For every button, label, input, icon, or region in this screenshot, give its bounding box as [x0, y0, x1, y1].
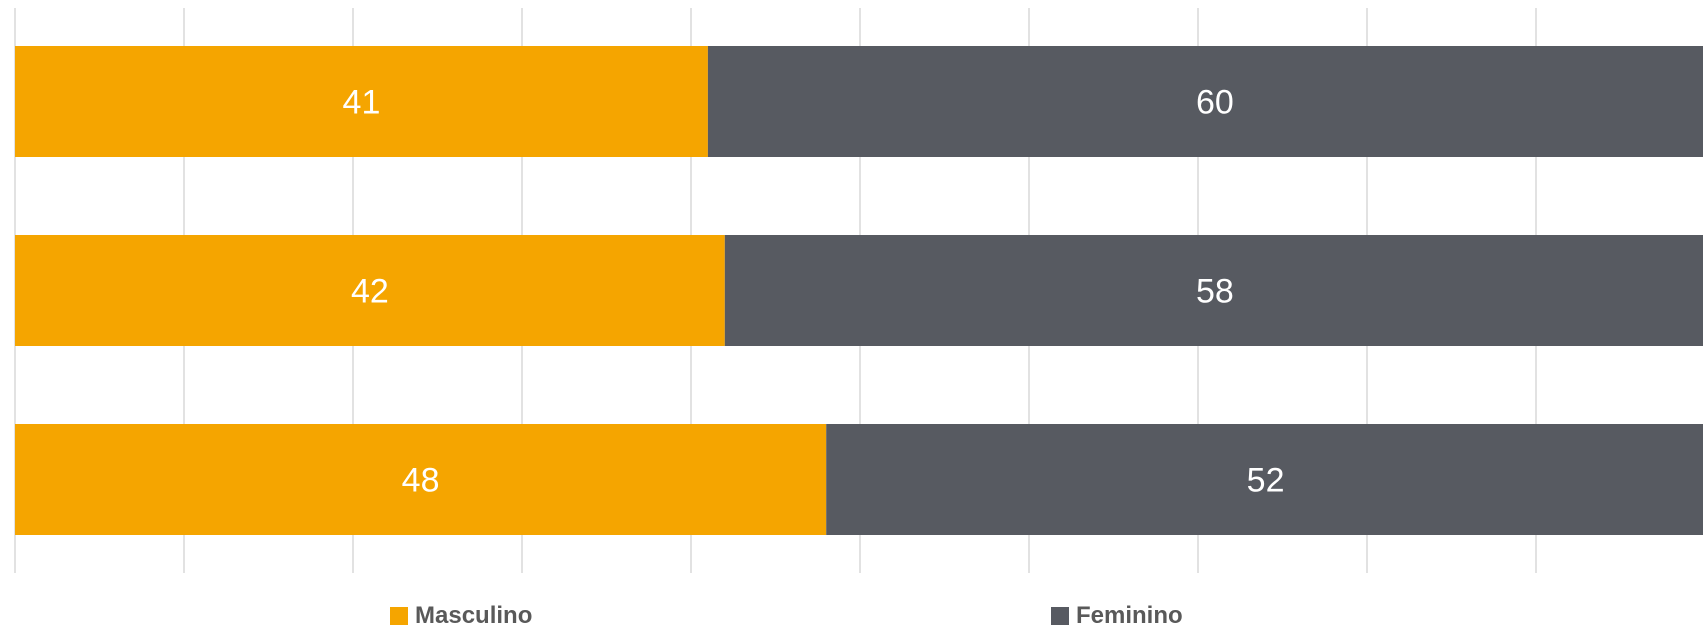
bars [15, 46, 1703, 535]
legend-label-feminino: Feminino [1076, 602, 1183, 629]
legend-item-feminino: Feminino [1051, 601, 1183, 631]
data-labels: 41 60 42 58 48 52 [343, 84, 1285, 500]
bar-masculino-2 [15, 235, 725, 346]
bar-masculino-1 [15, 46, 708, 157]
data-label-feminino-3: 52 [1247, 462, 1285, 500]
data-label-feminino-2: 58 [1196, 273, 1234, 311]
legend-label-masculino: Masculino [415, 602, 533, 629]
bar-feminino-2 [724, 235, 1703, 346]
legend-item-masculino: Masculino [390, 601, 532, 631]
bar-masculino-3 [15, 424, 827, 535]
legend-swatch-feminino [1051, 607, 1069, 625]
bar-feminino-1 [707, 46, 1703, 157]
data-label-masculino-3: 48 [402, 462, 440, 500]
data-label-feminino-1: 60 [1196, 84, 1234, 122]
bar-feminino-3 [826, 424, 1703, 535]
legend-swatch-masculino [390, 607, 408, 625]
data-label-masculino-2: 42 [351, 273, 389, 311]
data-label-masculino-1: 41 [343, 84, 381, 122]
